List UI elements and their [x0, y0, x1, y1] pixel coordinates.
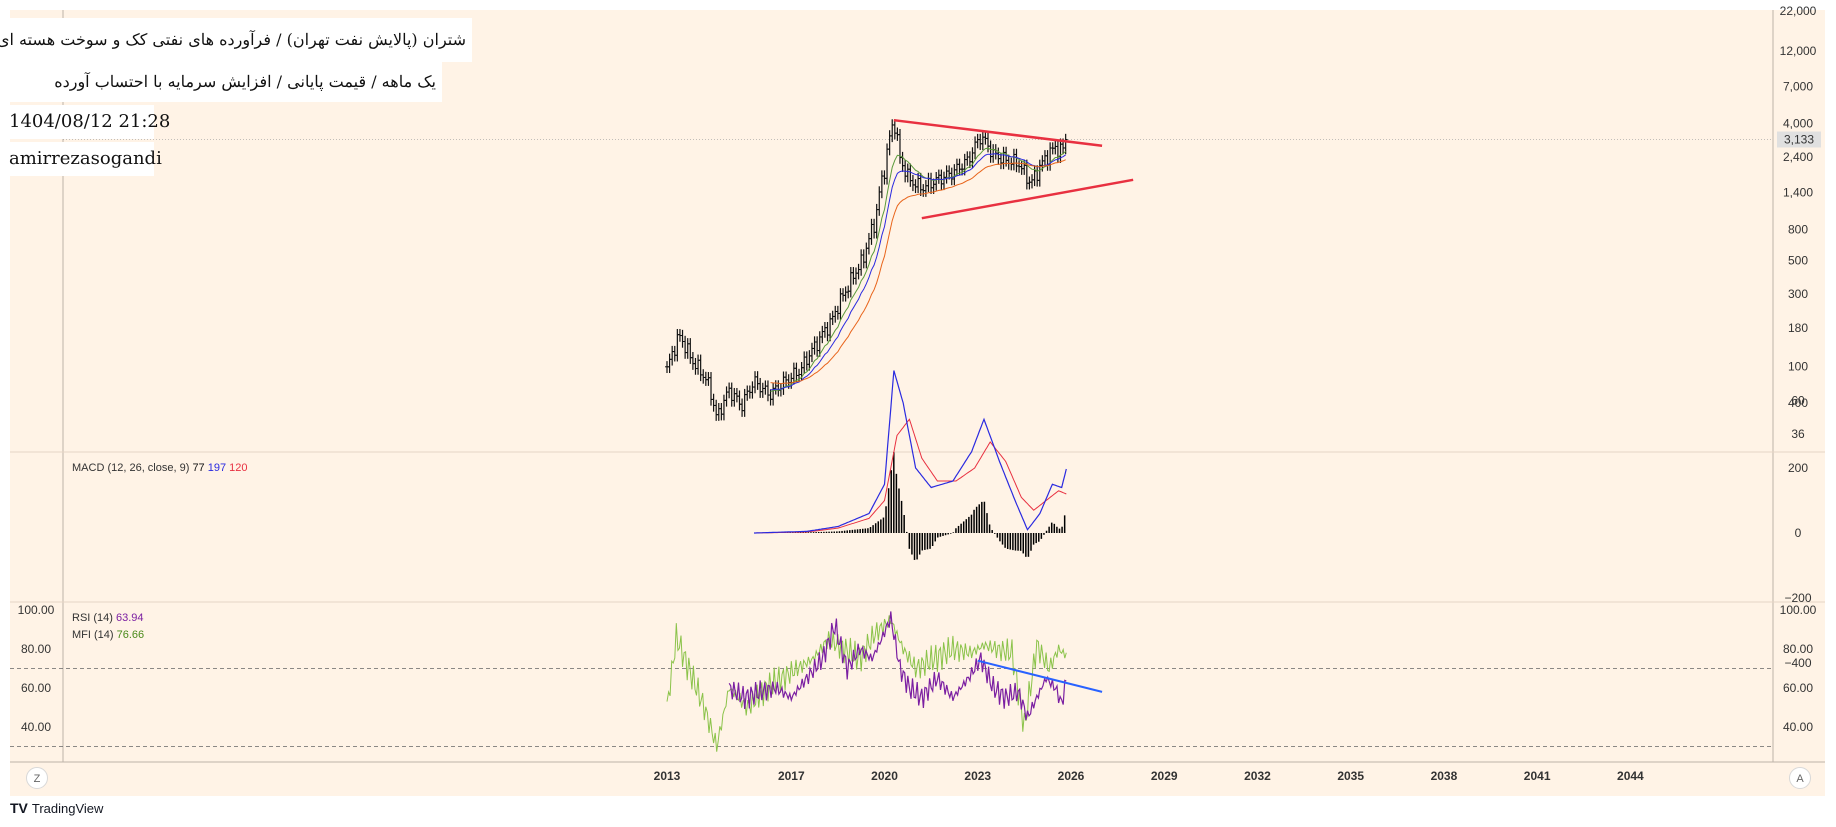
- rsi-axis-label-right: 80.00: [1783, 642, 1813, 656]
- rsi-pane[interactable]: 100.00 100.00 80.00 80.00 60.00 60.00 40.00 40.…: [10, 603, 1817, 752]
- macd-axis-label: −200: [1784, 591, 1811, 605]
- macd-axis-label: 0: [1795, 526, 1802, 540]
- macd-axis-label: 200: [1788, 461, 1808, 475]
- macd-line: [754, 370, 1067, 534]
- ma-blue-line: [770, 153, 1066, 391]
- chart-datetime: 1404/08/12 21:28: [4, 105, 170, 139]
- last-price-badge: [1777, 131, 1821, 148]
- time-tick-label: 2041: [1524, 769, 1551, 783]
- rsi-axis-label-right: 40.00: [1783, 720, 1813, 734]
- price-axis-label: 800: [1788, 223, 1808, 237]
- time-tick-label: 2013: [654, 769, 681, 783]
- time-tick-label: 2017: [778, 769, 805, 783]
- rsi-axis-label-left: 60.00: [21, 681, 51, 695]
- macd-legend-part: MACD (12, 26, close, 9): [72, 462, 192, 474]
- mfi-legend-part: 76.66: [117, 629, 145, 641]
- time-axis[interactable]: 2013 2017 2020 2023 2026 2029 2032 2035 2038 2041…: [654, 769, 1644, 783]
- triangle-upper-trendline: [893, 118, 1103, 147]
- price-axis-label: 500: [1788, 254, 1808, 268]
- price-axis-label: 12,000: [1780, 44, 1817, 58]
- macd-axis-label: 400: [1788, 396, 1808, 410]
- rsi-axis-label-left: 40.00: [21, 720, 51, 734]
- price-axis-label: 300: [1788, 287, 1808, 301]
- price-axis-label: 22,000: [1780, 4, 1817, 18]
- time-tick-label: 2020: [871, 769, 898, 783]
- price-axis-label: 60: [1791, 393, 1805, 407]
- rsi-divergence-trendline: [977, 659, 1103, 693]
- time-tick-label: 2029: [1151, 769, 1178, 783]
- price-axis-label: 1,400: [1783, 186, 1813, 200]
- rsi-legend-part: 63.94: [116, 612, 144, 624]
- rsi-line: [728, 611, 1067, 721]
- rsi-legend-part: RSI (14): [72, 612, 116, 624]
- price-axis-label: 2,400: [1783, 150, 1813, 164]
- price-axis-label: 7,000: [1783, 80, 1813, 94]
- macd-pane[interactable]: 400 200 0 −200 −400: [754, 370, 1812, 671]
- macd-legend-part: 197: [208, 462, 229, 474]
- time-tick-label: 2023: [964, 769, 991, 783]
- macd-legend: MACD (12, 26, close, 9) 77 197 120: [72, 462, 248, 474]
- triangle-lower-trendline: [921, 178, 1134, 220]
- ma-green-line: [770, 147, 1067, 392]
- chart-author: amirrezasogandi: [4, 142, 162, 176]
- time-tick-label: 2032: [1244, 769, 1271, 783]
- time-tick-label: 2026: [1058, 769, 1085, 783]
- time-tick-label: 2038: [1431, 769, 1458, 783]
- auto-scale-right-button[interactable]: A: [1789, 767, 1811, 789]
- rsi-legend: RSI (14) 63.94: [72, 612, 144, 624]
- mfi-legend: MFI (14) 76.66: [72, 629, 144, 641]
- macd-legend-part: 77: [192, 462, 207, 474]
- rsi-axis-label-right: 60.00: [1783, 681, 1813, 695]
- chart-background: [10, 10, 1825, 796]
- chart-title: شتران (پالایش نفت تهران) / فرآورده های ن…: [0, 18, 472, 62]
- price-axis-label: 180: [1788, 321, 1808, 335]
- time-tick-label: 2035: [1337, 769, 1364, 783]
- rsi-axis-label-right: 100.00: [1780, 603, 1817, 617]
- price-axis-label: 4,000: [1783, 116, 1813, 130]
- rsi-axis-label-left: 80.00: [21, 642, 51, 656]
- rsi-axis-label-left: 100.00: [18, 603, 55, 617]
- tradingview-brand-label: TradingView: [31, 800, 104, 816]
- smma-21-line: [770, 159, 1066, 385]
- price-axis-label: 100: [1788, 360, 1808, 374]
- mfi-line: [666, 615, 1067, 752]
- macd-legend-part: 120: [229, 462, 247, 474]
- auto-scale-left-button[interactable]: Z: [26, 767, 48, 789]
- macd-signal-line: [754, 418, 1067, 534]
- chart-subtitle: یک ماهه / قیمت پایانی / افزایش سرمایه با…: [4, 62, 442, 102]
- tradingview-logo-icon: TV: [10, 800, 28, 816]
- macd-axis-label: −400: [1784, 656, 1811, 670]
- price-pane[interactable]: 22,000 12,000 7,000 4,000 2,400 1,400 800 500 30…: [63, 4, 1821, 441]
- mfi-legend-part: MFI (14): [72, 629, 117, 641]
- price-axis-label: 36: [1791, 427, 1805, 441]
- tradingview-brand[interactable]: TV TradingView: [10, 800, 103, 816]
- last-price-label: 3,133: [1784, 133, 1814, 147]
- time-tick-label: 2044: [1617, 769, 1644, 783]
